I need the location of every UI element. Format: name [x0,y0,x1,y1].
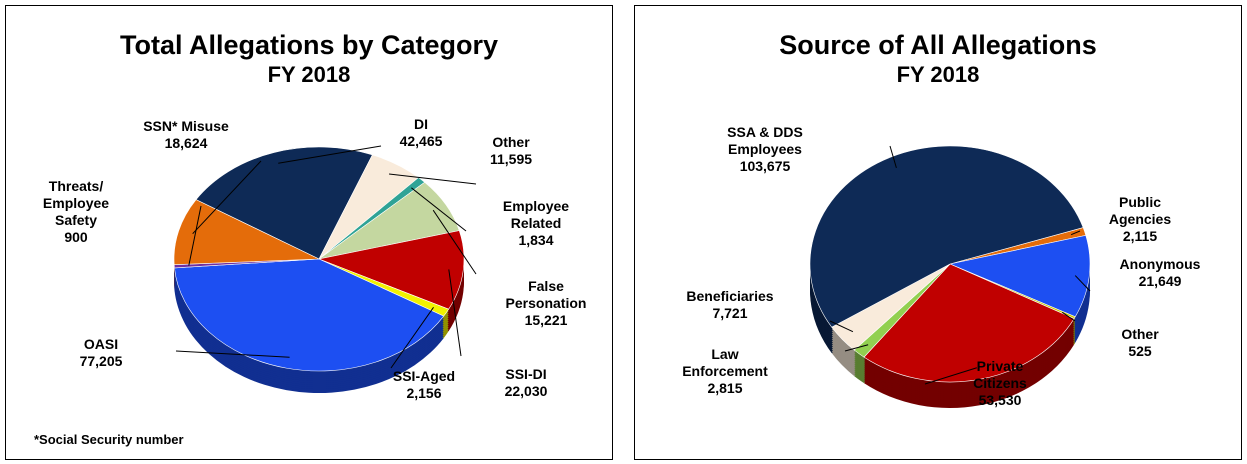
leader-line [448,269,462,357]
slice-label: Other 11,595 [481,134,541,168]
leader-line [192,160,262,235]
leader-line [1070,230,1081,236]
value-label: 53,530 [978,392,1022,408]
category-label: Law Enforcement [682,346,768,379]
slice [863,263,1075,383]
slice-label: Public Agencies 2,115 [1100,194,1180,245]
leader-line [432,209,477,275]
slice [948,235,1091,318]
chart-title: Source of All Allegations [779,30,1097,60]
value-label: 15,221 [524,312,568,328]
slice [317,230,465,310]
value-label: 2,815 [707,380,743,396]
value-label: 42,465 [399,133,443,149]
leader-line [278,145,382,164]
category-label: Threats/ Employee Safety [42,178,110,228]
slice [173,199,320,266]
slice-label: DI 42,465 [391,116,451,150]
value-label: 21,649 [1138,273,1182,289]
slice-label: SSI-DI 22,030 [491,366,561,400]
chart-subtitle: FY 2018 [267,62,351,87]
category-label: DI [414,116,428,132]
slice-label: Anonymous 21,649 [1110,256,1210,290]
chart-subtitle: FY 2018 [896,62,980,87]
category-label: Public Agencies [1108,194,1172,227]
value-label: 7,721 [712,305,748,321]
leader-line [829,320,854,333]
leader-line [411,187,467,232]
category-label: SSA & DDS Employees [727,124,803,157]
slice-label: False Personation 15,221 [501,278,591,329]
value-label: 103,675 [739,158,791,174]
category-label: SSN* Misuse [143,118,229,134]
category-label: Other [492,134,530,150]
slice [195,146,373,260]
chart [173,145,477,393]
leader-line [188,205,202,266]
category-label: SSI-Aged [392,368,456,384]
category-label: Anonymous [1119,256,1201,272]
value-label: 1,834 [518,232,554,248]
leader-line [389,173,477,185]
slice [174,258,445,372]
slice-label: SSA & DDS Employees 103,675 [695,124,835,175]
leader-line [390,307,434,369]
category-label: False Personation [505,278,587,311]
value-label: 525 [1128,343,1152,359]
slice-label: Employee Related 1,834 [491,198,581,249]
slice-label: Private Citizens 53,530 [955,358,1045,409]
chart-panel: Total Allegations by Category FY 2018 *S… [5,5,613,460]
slice-label: Other 525 [1110,326,1170,360]
leader-line [889,145,897,169]
slice-label: SSI-Aged 2,156 [389,368,459,402]
leader-line [175,350,290,358]
leader-line [844,344,869,352]
chart [809,145,1091,408]
value-label: 2,115 [1122,228,1158,244]
value-label: 2,156 [406,385,442,401]
leader-line [1074,275,1091,292]
value-label: 77,205 [79,353,123,369]
category-label: Employee Related [502,198,570,231]
category-label: Other [1121,326,1159,342]
category-label: SSI-DI [505,366,547,382]
leader-line [924,367,977,385]
leader-line [1061,311,1076,322]
category-label: OASI [83,336,119,352]
value-label: 22,030 [504,383,548,399]
slice-label: OASI 77,205 [71,336,131,370]
slice-label: SSN* Misuse 18,624 [131,118,241,152]
slice [809,145,1084,328]
value-label: 18,624 [164,135,208,151]
chart-panel: Source of All Allegations FY 2018 Public… [634,5,1242,460]
slice-label: Beneficiaries 7,721 [680,288,780,322]
footnote: *Social Security number [34,432,184,447]
category-label: Beneficiaries [686,288,774,304]
slice-label: Law Enforcement 2,815 [680,346,770,397]
value-label: 900 [64,229,88,245]
value-label: 11,595 [489,151,533,167]
chart-title: Total Allegations by Category [119,30,499,60]
slice-label: Threats/ Employee Safety 900 [31,178,121,246]
category-label: Private Citizens [973,358,1027,391]
